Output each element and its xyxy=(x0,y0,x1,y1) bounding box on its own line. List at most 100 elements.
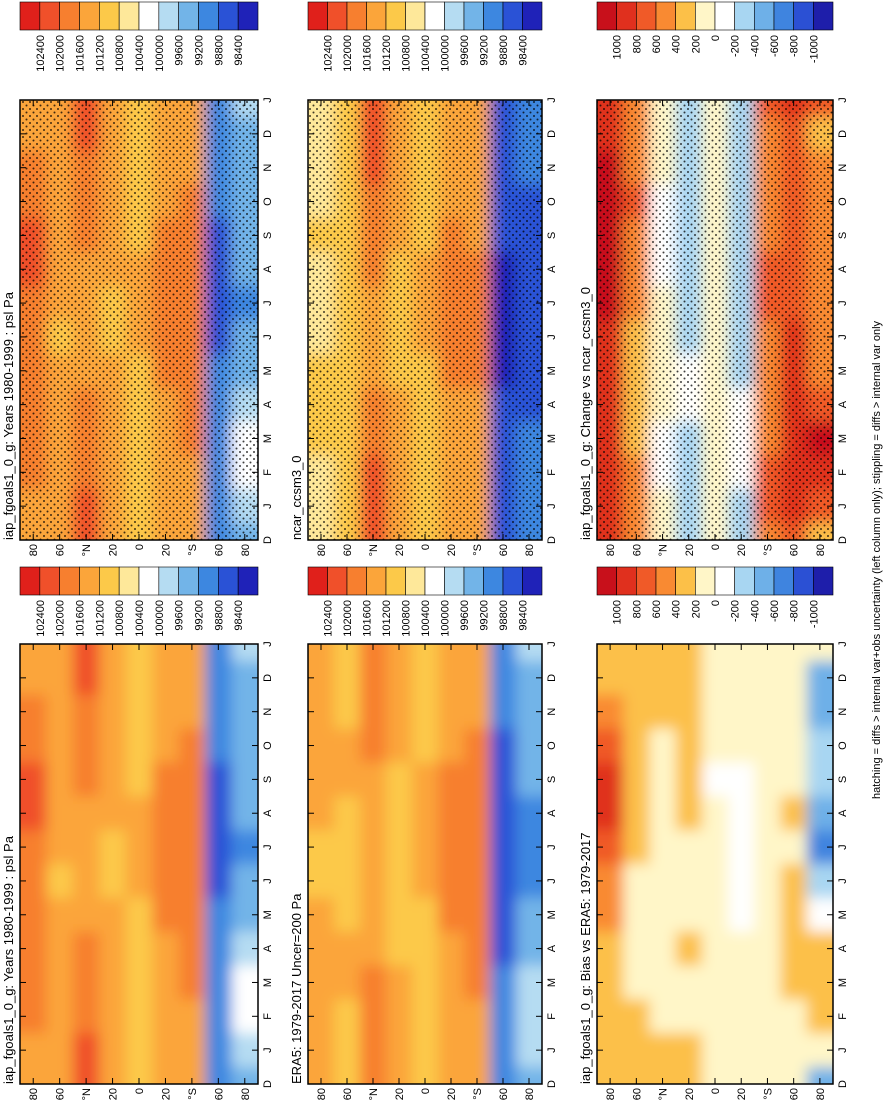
x-tick-label: M xyxy=(546,366,558,375)
x-tick-label: A xyxy=(546,944,558,952)
heat-cell xyxy=(46,965,74,1000)
x-tick-label: D xyxy=(546,536,558,544)
x-tick-label: J xyxy=(837,300,849,306)
x-tick-label: D xyxy=(837,1080,849,1088)
colorbar-box xyxy=(346,566,367,596)
colorbar-label: 98800 xyxy=(213,600,225,631)
colorbar-label: -600 xyxy=(769,600,781,622)
x-tick-label: D xyxy=(262,1080,274,1088)
y-tick-label: 20 xyxy=(108,1088,120,1100)
heat-cell xyxy=(623,1066,650,1084)
heat-cell xyxy=(490,728,517,763)
y-tick-label: 60 xyxy=(55,544,67,556)
colorbar-box xyxy=(118,566,140,596)
colorbar-box xyxy=(405,1,426,31)
heat-cell xyxy=(675,1032,703,1068)
y-tick-label: °S xyxy=(472,1088,484,1100)
heat-cell xyxy=(46,998,74,1034)
heat-cell xyxy=(46,795,74,831)
heat-cell xyxy=(675,829,703,864)
x-tick-label: F xyxy=(837,1013,849,1020)
x-tick-label: D xyxy=(262,130,274,138)
x-tick-label: S xyxy=(837,232,849,239)
colorbar-box xyxy=(655,566,676,596)
heat-cell xyxy=(178,694,206,729)
x-tick-label: F xyxy=(262,469,274,476)
x-tick-label: N xyxy=(837,164,849,172)
heat-cell xyxy=(386,998,413,1034)
heat-cell xyxy=(412,644,439,661)
heat-cell xyxy=(675,644,703,661)
y-tick-label: 80 xyxy=(28,1088,40,1100)
heat-cell xyxy=(386,728,413,763)
heat-cell xyxy=(728,897,755,932)
y-tick-label: 0 xyxy=(134,1088,146,1094)
heat-cell xyxy=(152,1066,180,1084)
heat-cell xyxy=(649,965,677,1000)
heat-cell xyxy=(386,965,413,1000)
colorbar-label: 102000 xyxy=(55,600,67,637)
heat-cell xyxy=(490,863,517,898)
heat-cell xyxy=(623,1032,650,1068)
heat-cell xyxy=(464,965,491,1000)
colorbar-label: 99200 xyxy=(194,600,206,631)
heat-cell xyxy=(152,644,180,661)
colorbar-box xyxy=(138,566,160,596)
heat-cell xyxy=(99,644,127,661)
heat-cell xyxy=(125,644,153,661)
heat-cell xyxy=(780,660,808,695)
colorbar-box xyxy=(655,1,676,31)
heat-cell xyxy=(780,1066,808,1084)
x-tick-label: F xyxy=(546,1013,558,1020)
x-tick-label: D xyxy=(837,536,849,544)
heat-cell xyxy=(464,931,491,966)
y-tick-label: 60 xyxy=(631,1088,643,1100)
y-tick-label: °N xyxy=(368,1088,380,1100)
colorbar-box xyxy=(218,566,239,596)
colorbar-box xyxy=(79,1,100,31)
heat-cell xyxy=(178,863,206,898)
heat-cell xyxy=(464,1032,491,1068)
x-tick-label: O xyxy=(837,741,849,750)
heat-cell xyxy=(780,998,808,1034)
heat-cell xyxy=(178,965,206,1000)
heat-cell xyxy=(464,829,491,864)
x-tick-label: A xyxy=(837,400,849,408)
y-tick-label: 0 xyxy=(420,1088,432,1094)
colorbar-box xyxy=(444,1,465,31)
heat-cell xyxy=(178,829,206,864)
heat-cell xyxy=(490,795,517,831)
colorbar-label: 99200 xyxy=(479,600,491,631)
colorbar-label: 98400 xyxy=(518,35,530,66)
heat-cell xyxy=(754,795,782,831)
heat-cell xyxy=(360,863,387,898)
heat-cell xyxy=(178,931,206,966)
colorbar-label: 100800 xyxy=(114,35,126,72)
heat-cell xyxy=(125,897,153,932)
y-tick-label: 80 xyxy=(524,1088,536,1100)
plot-area xyxy=(308,644,542,1084)
heat-cell xyxy=(386,931,413,966)
y-tick-label: 80 xyxy=(605,1088,617,1100)
y-tick-label: °S xyxy=(762,1088,774,1100)
colorbar-label: 99200 xyxy=(194,35,206,66)
y-tick-label: °N xyxy=(658,1088,670,1100)
colorbar-label: -200 xyxy=(730,600,742,622)
heat-cell xyxy=(464,1066,491,1084)
heat-cell xyxy=(728,998,755,1034)
x-tick-label: J xyxy=(262,641,274,647)
y-tick-label: 60 xyxy=(342,544,354,556)
colorbar-label: 102000 xyxy=(55,35,67,72)
heat-cell xyxy=(490,998,517,1034)
colorbar-label: 98800 xyxy=(498,600,510,631)
heat-cell xyxy=(754,761,782,797)
y-tick-label: °N xyxy=(658,544,670,556)
x-tick-label: A xyxy=(837,265,849,273)
heat-cell xyxy=(701,795,729,831)
heat-cell xyxy=(754,863,782,898)
heat-cell xyxy=(46,829,74,864)
heat-cell xyxy=(464,998,491,1034)
x-tick-label: S xyxy=(837,776,849,783)
heat-cell xyxy=(152,795,180,831)
colorbar-label: -800 xyxy=(789,600,801,622)
